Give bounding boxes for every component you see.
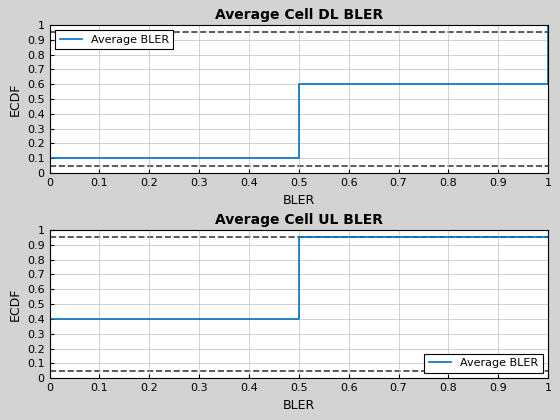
Legend: Average BLER: Average BLER bbox=[55, 30, 173, 49]
Average BLER bbox=[545, 81, 552, 87]
Average BLER bbox=[46, 316, 53, 321]
Y-axis label: ECDF: ECDF bbox=[8, 287, 21, 321]
X-axis label: BLER: BLER bbox=[283, 399, 315, 412]
Average BLER bbox=[545, 235, 552, 240]
Title: Average Cell DL BLER: Average Cell DL BLER bbox=[214, 8, 383, 22]
Average BLER bbox=[545, 22, 552, 27]
Average BLER bbox=[296, 156, 302, 161]
Average BLER bbox=[46, 156, 53, 161]
X-axis label: BLER: BLER bbox=[283, 194, 315, 207]
Average BLER bbox=[296, 316, 302, 321]
Title: Average Cell UL BLER: Average Cell UL BLER bbox=[215, 213, 383, 228]
Average BLER bbox=[296, 81, 302, 87]
Average BLER bbox=[296, 235, 302, 240]
Y-axis label: ECDF: ECDF bbox=[8, 82, 21, 116]
Line: Average BLER: Average BLER bbox=[49, 25, 548, 158]
Line: Average BLER: Average BLER bbox=[49, 237, 548, 319]
Legend: Average BLER: Average BLER bbox=[424, 354, 543, 373]
